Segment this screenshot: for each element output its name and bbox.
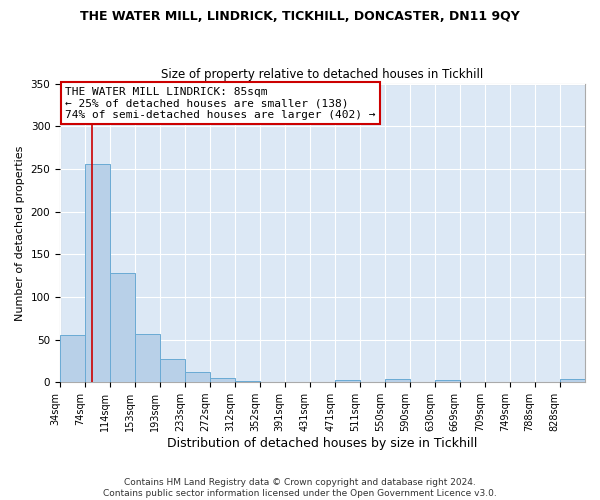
Bar [210,378,235,382]
Bar [385,379,410,382]
Y-axis label: Number of detached properties: Number of detached properties [15,145,25,320]
Bar [435,380,460,382]
Bar [135,334,160,382]
Bar [60,336,85,382]
X-axis label: Distribution of detached houses by size in Tickhill: Distribution of detached houses by size … [167,437,478,450]
Bar [85,164,110,382]
Bar [185,372,210,382]
Bar [110,273,135,382]
Bar [335,380,360,382]
Text: Contains HM Land Registry data © Crown copyright and database right 2024.
Contai: Contains HM Land Registry data © Crown c… [103,478,497,498]
Text: THE WATER MILL, LINDRICK, TICKHILL, DONCASTER, DN11 9QY: THE WATER MILL, LINDRICK, TICKHILL, DONC… [80,10,520,23]
Bar [160,359,185,382]
Title: Size of property relative to detached houses in Tickhill: Size of property relative to detached ho… [161,68,484,81]
Bar [560,379,585,382]
Text: THE WATER MILL LINDRICK: 85sqm
← 25% of detached houses are smaller (138)
74% of: THE WATER MILL LINDRICK: 85sqm ← 25% of … [65,86,376,120]
